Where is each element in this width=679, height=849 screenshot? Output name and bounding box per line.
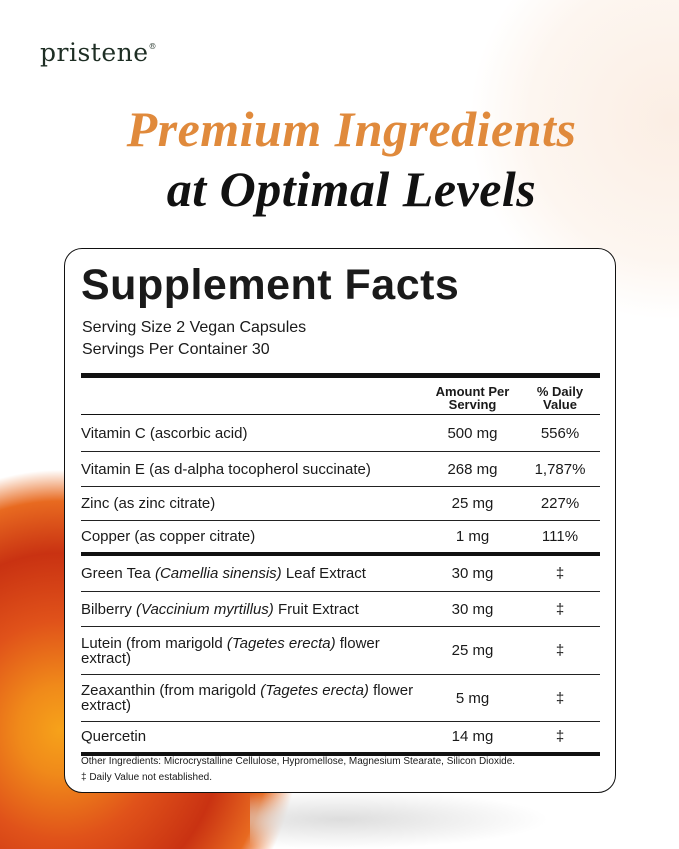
col-dv: % Daily Value [536,384,584,412]
daily-value: ‡ [555,642,565,659]
amount: 30 mg [451,600,494,618]
amount: 1 mg [455,527,490,545]
daily-value: ‡ [555,728,565,746]
table-row: Copper (as copper citrate) 1 mg 111% [81,521,600,554]
ingredient-name: Zeaxanthin (from marigold (Tagetes erect… [81,682,414,714]
table-row: Zinc (as zinc citrate) 25 mg 227% [81,487,600,521]
amount: 500 mg [447,424,498,442]
daily-value: 111% [541,527,579,545]
ingredient-name: Bilberry (Vaccinium myrtillus) Fruit Ext… [81,600,359,618]
ingredient-name: Lutein (from marigold (Tagetes erecta) f… [81,634,380,667]
headline-line2: at Optimal Levels [166,161,537,217]
table-row: Quercetin 14 mg ‡ [81,722,600,754]
daily-value: ‡ [555,600,565,618]
amount: 25 mg [451,495,494,512]
ingredient-name: Green Tea (Camellia sinensis) Leaf Extra… [81,564,366,582]
amount: 14 mg [451,728,494,746]
ingredient-name: Quercetin [81,728,147,746]
amount: 5 mg [455,689,490,707]
daily-value: ‡ [555,564,565,582]
table-row: Green Tea (Camellia sinensis) Leaf Extra… [81,554,600,592]
dv-note: ‡ Daily Value not established. [81,772,213,783]
other-ingredients: Other Ingredients: Microcrystalline Cell… [81,756,516,767]
daily-value: ‡ [555,689,565,707]
table-row: Lutein (from marigold (Tagetes erecta) f… [81,627,600,675]
table-row: Vitamin E (as d-alpha tocopherol succina… [81,452,600,487]
shadow [250,790,550,849]
col-amount: Amount Per Serving [435,384,510,412]
daily-value: 1,787% [534,460,586,478]
ingredient-name: Vitamin C (ascorbic acid) [81,424,248,442]
serving-size: Serving Size 2 Vegan Capsules [82,319,307,336]
amount: 25 mg [451,642,494,659]
amount: 30 mg [451,564,494,582]
servings-per-container: Servings Per Container 30 [82,341,270,358]
facts-title: Supplement Facts [81,261,460,309]
daily-value: 556% [540,424,580,442]
ingredient-name: Zinc (as zinc citrate) [81,495,216,512]
headline-line1: Premium Ingredients [126,101,577,157]
ingredient-name: Vitamin E (as d-alpha tocopherol succina… [81,460,371,478]
brand-logo: pristene® [40,38,158,67]
table-row: Bilberry (Vaccinium myrtillus) Fruit Ext… [81,592,600,627]
daily-value: 227% [540,495,580,512]
supplement-facts-panel: Supplement Facts Serving Size 2 Vegan Ca… [64,248,616,793]
amount: 268 mg [447,460,498,478]
table-row: Zeaxanthin (from marigold (Tagetes erect… [81,675,600,722]
table-row: Vitamin C (ascorbic acid) 500 mg 556% [81,415,600,452]
facts-table: Amount Per Serving % Daily Value Vitamin… [81,373,600,756]
ingredient-name: Copper (as copper citrate) [81,527,256,545]
